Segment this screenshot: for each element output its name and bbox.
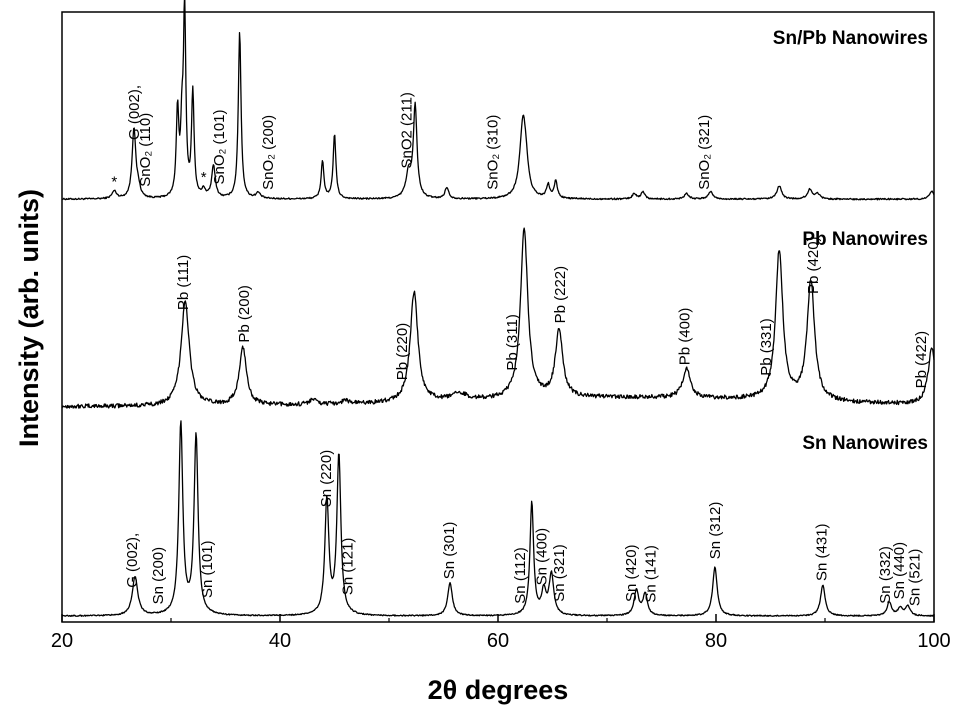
- x-tick-label: 100: [917, 630, 950, 652]
- peak-label: Sn (431): [814, 523, 831, 581]
- series-name-label: Sn Nanowires: [802, 433, 928, 454]
- peak-label: Pb (220): [394, 323, 411, 381]
- asterisk-marker: *: [201, 169, 207, 186]
- peak-label: SnO₂ (101): [211, 109, 228, 184]
- peak-label: Sn (332): [877, 546, 894, 604]
- series-name-label: Pb Nanowires: [802, 229, 928, 250]
- peak-label: Pb (311): [504, 314, 521, 370]
- x-ticks-group: 20 40 60 80 100: [51, 614, 951, 652]
- peak-label: Sn (200): [150, 547, 167, 605]
- x-tick-label: 20: [51, 630, 73, 652]
- peak-label: Pb (111): [175, 255, 192, 310]
- series-names-group: Sn/Pb Nanowires Pb Nanowires Sn Nanowires: [773, 28, 928, 454]
- trace-sn-pb-nanowires: [61, 0, 935, 201]
- peak-label: Sn (101): [199, 540, 216, 598]
- peak-label: SnO2 (211): [398, 92, 415, 168]
- x-tick-label: 80: [705, 630, 727, 652]
- peak-label: Pb (200): [236, 285, 253, 343]
- asterisk-marker: *: [111, 173, 117, 190]
- peak-label: Sn (220): [318, 450, 335, 508]
- peak-label: Pb (420): [805, 236, 822, 294]
- peak-label: Sn (440): [891, 542, 908, 600]
- peak-label: Sn (141): [643, 545, 660, 603]
- x-axis-title: 2θ degrees: [428, 675, 569, 705]
- series-name-label: Sn/Pb Nanowires: [773, 28, 928, 49]
- x-tick-label: 40: [269, 630, 291, 652]
- x-tick-label: 60: [487, 630, 509, 652]
- peak-label: Sn (521): [906, 549, 923, 607]
- peak-label: Sn (312): [707, 502, 724, 560]
- peak-label: G (002),: [126, 85, 143, 140]
- peak-label: Sn (400): [534, 528, 551, 586]
- peak-labels-group: G (002),SnO₂ (110) SnO₂ (101) SnO₂ (200) Sn…: [111, 85, 930, 606]
- peak-label: SnO₂ (110): [137, 113, 154, 187]
- peak-label: Sn (321): [551, 544, 568, 602]
- peak-label: Sn (301): [441, 522, 458, 580]
- y-axis-title: Intensity (arb. units): [14, 189, 44, 447]
- peak-label: Pb (422): [913, 331, 930, 389]
- peak-label: SnO₂ (321): [696, 115, 713, 190]
- traces-group: [61, 0, 935, 617]
- peak-label: G (002),: [124, 533, 141, 588]
- peak-label: Pb (222): [552, 266, 569, 324]
- peak-label: SnO₂ (310): [485, 115, 502, 190]
- peak-label: Pb (400): [676, 308, 693, 366]
- peak-label: Sn (112): [512, 547, 529, 603]
- peak-label: SnO₂ (200): [260, 115, 277, 190]
- peak-label: Sn (121): [340, 538, 357, 596]
- trace-pb-nanowires: [61, 227, 935, 409]
- peak-label: Sn (420): [623, 544, 640, 602]
- peak-label: Pb (331): [758, 318, 775, 376]
